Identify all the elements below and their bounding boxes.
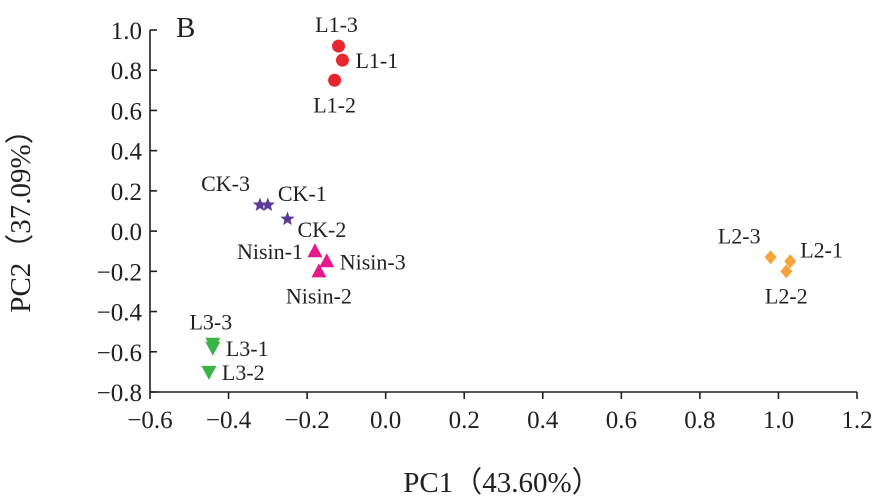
y-tick-label: −0.8 xyxy=(97,380,142,407)
y-tick-label: 0.8 xyxy=(111,58,142,85)
point-l1-2 xyxy=(328,73,342,87)
point-l1-1 xyxy=(335,53,349,67)
x-tick-label: 0.0 xyxy=(370,407,401,434)
x-tick-label: 1.2 xyxy=(841,407,872,434)
point-l2-2 xyxy=(780,264,793,279)
data-points: L1-1L1-2L1-3CK-1CK-2CK-3Nisin-1Nisin-2Ni… xyxy=(189,12,843,385)
y-tick-label: 0.4 xyxy=(111,139,143,166)
y-tick-label: −0.2 xyxy=(97,259,142,286)
point-label-l2-2: L2-2 xyxy=(765,283,808,308)
x-tick-label: 1.0 xyxy=(763,407,794,434)
point-ck-2 xyxy=(280,211,295,226)
series-l2: L2-1 L2-2 L2-3 xyxy=(718,223,843,308)
point-label-ck-2: CK-2 xyxy=(297,217,346,242)
point-label-nisin-1: Nisin-1 xyxy=(237,239,303,264)
point-label-ck-1: CK-1 xyxy=(278,181,327,206)
x-tick-label: −0.4 xyxy=(206,407,252,434)
point-l1-3 xyxy=(332,39,346,53)
point-nisin-1 xyxy=(307,243,323,258)
y-tick-label: 0.6 xyxy=(111,98,142,125)
point-l3-3 xyxy=(205,337,221,352)
series-ck: CK-1 CK-2 CK-3 xyxy=(201,171,346,242)
point-l2-3 xyxy=(764,250,777,265)
point-label-l1-2: L1-2 xyxy=(313,92,356,117)
point-label-l1-1: L1-1 xyxy=(355,48,398,73)
x-tick-label: 0.8 xyxy=(684,407,715,434)
point-l3-2 xyxy=(201,365,217,380)
x-axis-title: PC1（43.60%） xyxy=(403,467,600,499)
point-ck-3 xyxy=(252,197,268,212)
y-axis-title: PC2（37.09%） xyxy=(5,115,37,312)
y-tick-label: 0.2 xyxy=(111,179,142,206)
point-l2-1 xyxy=(784,254,797,269)
point-label-l2-1: L2-1 xyxy=(800,237,843,262)
point-label-l2-3: L2-3 xyxy=(718,223,761,248)
point-label-l3-2: L3-2 xyxy=(222,360,265,385)
x-tick-label: 0.6 xyxy=(606,407,637,434)
y-tick-label: −0.4 xyxy=(97,300,143,327)
x-tick-label: −0.2 xyxy=(284,407,329,434)
point-label-nisin-2: Nisin-2 xyxy=(286,283,352,308)
series-nisin: Nisin-1 Nisin-2 Nisin-3 xyxy=(237,239,406,308)
y-tick-label: −0.6 xyxy=(97,340,142,367)
point-label-l3-3: L3-3 xyxy=(189,310,232,335)
point-label-l3-1: L3-1 xyxy=(226,336,269,361)
series-l3: L3-1L3-2 L3-3 xyxy=(189,310,268,385)
x-tick-label: 0.2 xyxy=(449,407,480,434)
panel-label: B xyxy=(176,12,195,44)
series-l1: L1-1 L1-2 L1-3 xyxy=(313,12,398,117)
point-label-nisin-3: Nisin-3 xyxy=(340,249,406,274)
x-tick-label: −0.6 xyxy=(127,407,172,434)
y-tick-label: 0.0 xyxy=(111,219,142,246)
y-tick-label: 1.0 xyxy=(111,18,142,45)
point-label-l1-3: L1-3 xyxy=(315,12,358,37)
point-label-ck-3: CK-3 xyxy=(201,171,250,196)
axes: 1.00.80.60.40.20.0−0.2−0.4−0.6−0.8−0.6 −0… xyxy=(97,18,873,434)
point-nisin-3 xyxy=(319,253,335,268)
point-nisin-2 xyxy=(311,263,327,278)
point-ck-1 xyxy=(260,197,275,212)
x-tick-label: 0.4 xyxy=(527,407,559,434)
